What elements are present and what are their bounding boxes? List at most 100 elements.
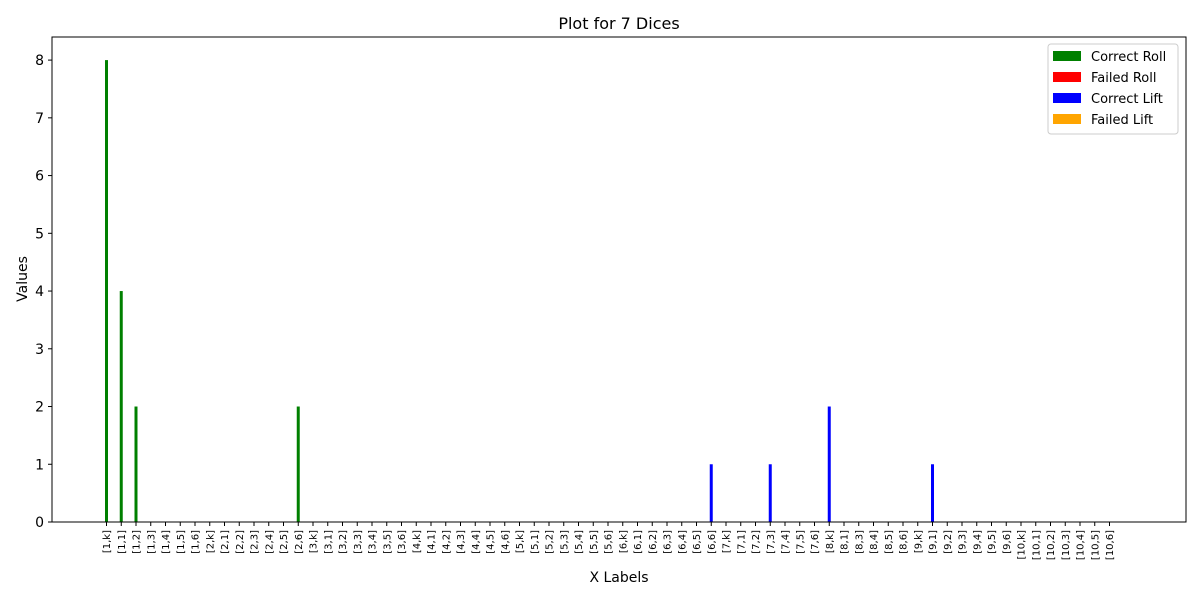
x-tick-label: [5,k]	[515, 530, 526, 553]
x-tick-label: [3,k]	[309, 530, 320, 553]
x-tick-label: [2,1]	[220, 530, 231, 554]
legend-label: Correct Lift	[1091, 92, 1163, 107]
bar	[768, 464, 772, 522]
x-tick-label: [3,3]	[353, 530, 364, 554]
x-tick-label: [3,6]	[397, 530, 408, 554]
x-tick-label: [10,6]	[1105, 530, 1116, 560]
x-tick-label: [2,k]	[205, 530, 216, 553]
x-tick-label: [7,4]	[781, 530, 792, 554]
x-tick-label: [5,2]	[545, 530, 556, 554]
x-tick-label: [7,2]	[751, 530, 762, 554]
x-tick-label: [7,5]	[795, 530, 806, 554]
x-tick-label: [6,5]	[692, 530, 703, 554]
x-tick-label: [8,4]	[869, 530, 880, 554]
x-tick-label: [8,6]	[899, 530, 910, 554]
x-tick-label: [3,4]	[368, 530, 379, 554]
x-tick-label: [4,5]	[486, 530, 497, 554]
x-tick-label: [2,2]	[235, 530, 246, 554]
x-tick-label: [10,2]	[1046, 530, 1057, 560]
x-tick-label: [6,6]	[707, 530, 718, 554]
x-tick-label: [7,6]	[810, 530, 821, 554]
legend-label: Failed Lift	[1091, 113, 1153, 128]
x-tick-label: [8,3]	[854, 530, 865, 554]
x-tick-label: [9,6]	[1002, 530, 1013, 554]
bar	[931, 464, 934, 522]
x-tick-label: [1,4]	[161, 530, 172, 554]
plot-area: 0 1 2 3 4 5 6 7 8 [1,k] [1,1] [1,2] [1,3] [1,4] [1,5] […	[35, 36, 1187, 560]
x-tick-label: [1,1]	[117, 530, 128, 554]
x-tick-label: [5,5]	[589, 530, 600, 554]
x-tick-label: [1,5]	[176, 530, 187, 554]
y-tick-label: 7	[35, 111, 44, 127]
legend-label: Failed Roll	[1091, 71, 1156, 86]
legend-swatch	[1053, 114, 1081, 124]
x-tick-label: [4,6]	[500, 530, 511, 554]
x-tick-label: [10,3]	[1061, 530, 1072, 560]
x-tick-label: [5,3]	[559, 530, 570, 554]
legend: Correct Roll Failed Roll Correct Lift Faile…	[1047, 43, 1179, 135]
chart-title: Plot for 7 Dices	[558, 14, 679, 33]
x-tick-label: [2,3]	[250, 530, 261, 554]
legend-swatch	[1053, 72, 1081, 82]
x-tick-label: [6,3]	[663, 530, 674, 554]
x-tick-label: [5,1]	[530, 530, 541, 554]
x-tick-label: [10,k]	[1017, 530, 1028, 560]
x-tick-label: [6,k]	[618, 530, 629, 553]
y-tick-label: 1	[35, 457, 44, 473]
legend-label: Correct Roll	[1091, 50, 1166, 65]
x-tick-label: [2,6]	[294, 530, 305, 554]
legend-swatch	[1053, 51, 1081, 61]
bar	[134, 406, 138, 522]
y-tick-label: 3	[35, 342, 44, 358]
x-tick-label: [9,2]	[943, 530, 954, 554]
y-tick-label: 5	[35, 226, 44, 242]
y-tick-label: 0	[35, 515, 44, 531]
y-tick-label: 6	[35, 169, 44, 185]
x-tick-label: [1,3]	[146, 530, 157, 554]
x-tick-label: [4,4]	[471, 530, 482, 554]
y-tick-label: 8	[35, 53, 44, 69]
x-tick-label: [7,1]	[736, 530, 747, 554]
x-tick-label: [6,2]	[648, 530, 659, 554]
bar	[296, 406, 300, 522]
x-tick-label: [9,3]	[958, 530, 969, 554]
bar	[827, 406, 831, 522]
x-tick-label: [9,4]	[972, 530, 983, 554]
x-tick-label: [3,1]	[323, 530, 334, 554]
x-tick-label: [10,5]	[1090, 530, 1101, 560]
x-tick-label: [3,5]	[382, 530, 393, 554]
x-tick-label: [4,3]	[456, 530, 467, 554]
y-tick-label: 2	[35, 400, 44, 416]
bar	[119, 291, 123, 522]
bar	[709, 464, 713, 522]
x-tick-label: [1,6]	[191, 530, 202, 554]
x-tick-label: [3,2]	[338, 530, 349, 554]
x-tick-label: [6,1]	[633, 530, 644, 554]
x-tick-label: [4,k]	[412, 530, 423, 553]
x-axis-label: X Labels	[589, 570, 648, 586]
x-tick-label: [7,k]	[722, 530, 733, 553]
x-tick-label: [9,5]	[987, 530, 998, 554]
x-tick-label: [5,4]	[574, 530, 585, 554]
x-tick-label: [4,1]	[427, 530, 438, 554]
bar	[105, 60, 108, 522]
x-tick-label: [10,4]	[1076, 530, 1087, 560]
x-tick-label: [5,6]	[604, 530, 615, 554]
x-tick-label: [7,3]	[766, 530, 777, 554]
y-axis-label: Values	[15, 256, 31, 302]
x-tick-label: [2,4]	[264, 530, 275, 554]
x-tick-label: [1,k]	[102, 530, 113, 553]
x-tick-label: [2,5]	[279, 530, 290, 554]
x-tick-label: [9,1]	[928, 530, 939, 554]
legend-swatch	[1053, 93, 1081, 103]
legend-box	[1047, 43, 1179, 135]
x-tick-label: [1,2]	[132, 530, 143, 554]
x-tick-label: [6,4]	[677, 530, 688, 554]
x-tick-label: [8,k]	[825, 530, 836, 553]
y-tick-label: 4	[35, 284, 44, 300]
x-tick-label: [4,2]	[441, 530, 452, 554]
x-tick-label: [10,1]	[1031, 530, 1042, 560]
x-tick-label: [8,1]	[840, 530, 851, 554]
x-tick-label: [9,k]	[913, 530, 924, 553]
